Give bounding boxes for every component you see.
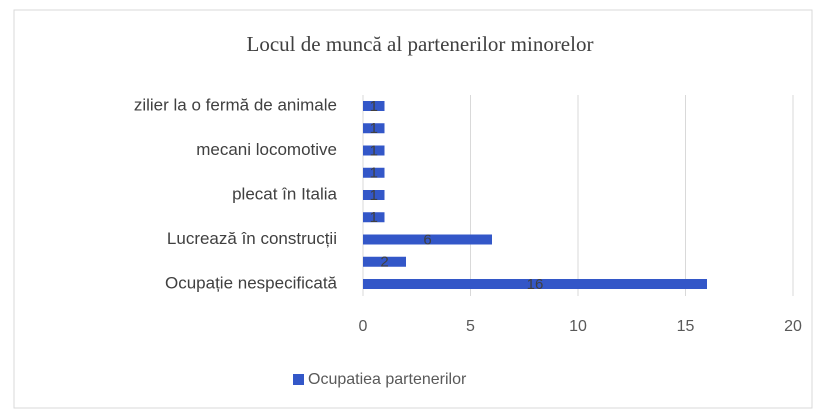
x-tick-label: 5 (466, 318, 475, 335)
bar (363, 101, 385, 111)
chart-border (13, 9, 813, 409)
y-tick-label: zilier la o fermă de animale (134, 95, 337, 114)
chart-title: Locul de muncă al partenerilor minorelor (247, 32, 594, 56)
data-label: 6 (423, 231, 431, 248)
data-label: 2 (380, 254, 388, 271)
y-tick-label: Ocupație nespecificată (165, 273, 338, 292)
y-tick-label: Lucrează în construcții (167, 229, 337, 248)
y-tick-label: plecat în Italia (232, 184, 337, 203)
x-tick-label: 15 (677, 318, 695, 335)
legend-swatch (293, 374, 304, 385)
bar (363, 167, 385, 178)
data-label: 1 (370, 187, 378, 204)
bar (363, 234, 492, 245)
bar (363, 212, 385, 223)
data-label: 1 (370, 120, 378, 137)
legend-label: Ocupatiea partenerilor (308, 371, 467, 388)
x-tick-label: 10 (569, 318, 587, 335)
bar (363, 123, 385, 134)
data-label: 16 (527, 276, 544, 293)
data-label: 1 (370, 165, 378, 182)
bar (363, 279, 707, 289)
x-tick-label: 20 (784, 318, 802, 335)
x-tick-label: 0 (359, 318, 368, 335)
data-label: 1 (370, 98, 378, 115)
data-label: 1 (370, 209, 378, 226)
data-label: 1 (370, 142, 378, 159)
bar (363, 256, 406, 267)
bar (363, 190, 385, 200)
y-tick-label: mecani locomotive (196, 140, 337, 159)
bar (363, 145, 385, 156)
